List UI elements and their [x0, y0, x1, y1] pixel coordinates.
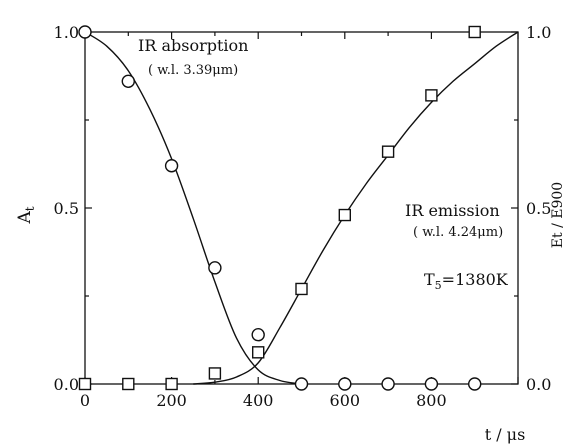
y-left-tick-label: 0.0 — [54, 375, 79, 394]
absorption-point — [381, 377, 395, 391]
absorption-point — [338, 377, 352, 391]
absorption-point — [251, 328, 265, 342]
emission-point — [468, 25, 481, 39]
x-tick-label: 800 — [416, 391, 447, 410]
temperature-value: =1380K — [442, 270, 509, 289]
x-tick-label: 200 — [156, 391, 187, 410]
absorption-point — [121, 74, 136, 88]
absorption-label: IR absorption — [138, 36, 248, 55]
markers — [78, 25, 482, 391]
fit-curves — [84, 31, 519, 385]
y-right-tick-label: 0.0 — [526, 375, 551, 394]
x-tick-label: 0 — [80, 391, 90, 410]
y-left-tick-label: 0.5 — [54, 199, 79, 218]
emission-point — [208, 367, 222, 380]
temperature-annotation: T5=1380K — [424, 270, 509, 292]
absorption-point — [424, 377, 439, 391]
y-right-tick-label: 1.0 — [526, 23, 551, 42]
y-left-tick-label: 1.0 — [54, 23, 79, 42]
emission-point — [122, 377, 135, 391]
y-right-tick-label: 0.5 — [526, 199, 551, 218]
temperature-subscript: 5 — [435, 279, 442, 292]
emission-wavelength: ( w.l. 4.24μm) — [413, 225, 503, 240]
emission-point — [338, 208, 351, 222]
emission-point — [381, 145, 395, 158]
y-left-axis-label-subscript: t — [23, 206, 37, 211]
absorption-point — [78, 25, 92, 39]
absorption-wavelength: ( w.l. 3.39μm) — [148, 63, 238, 78]
x-tick-label: 600 — [330, 391, 361, 410]
y-left-axis-label: At — [15, 206, 37, 224]
x-tick-label: 400 — [243, 391, 274, 410]
absorption-point — [164, 159, 179, 173]
emission-point — [165, 377, 178, 391]
emission-point — [425, 89, 438, 102]
x-axis-label: t / μs — [485, 425, 526, 444]
emission-fit-line — [193, 31, 519, 385]
absorption-point — [468, 377, 482, 391]
emission-label: IR emission — [405, 201, 500, 220]
absorption-fit-line — [84, 31, 302, 385]
ticks: 0 200 400 600 800 0.0 0.5 1.0 0.0 0.5 1.0 — [54, 23, 552, 410]
emission-point — [78, 377, 92, 391]
absorption-point — [208, 261, 222, 275]
y-right-axis-label: Et / E900 — [550, 182, 566, 248]
emission-point — [295, 282, 308, 296]
absorption-point — [294, 377, 309, 391]
emission-point — [251, 346, 265, 359]
